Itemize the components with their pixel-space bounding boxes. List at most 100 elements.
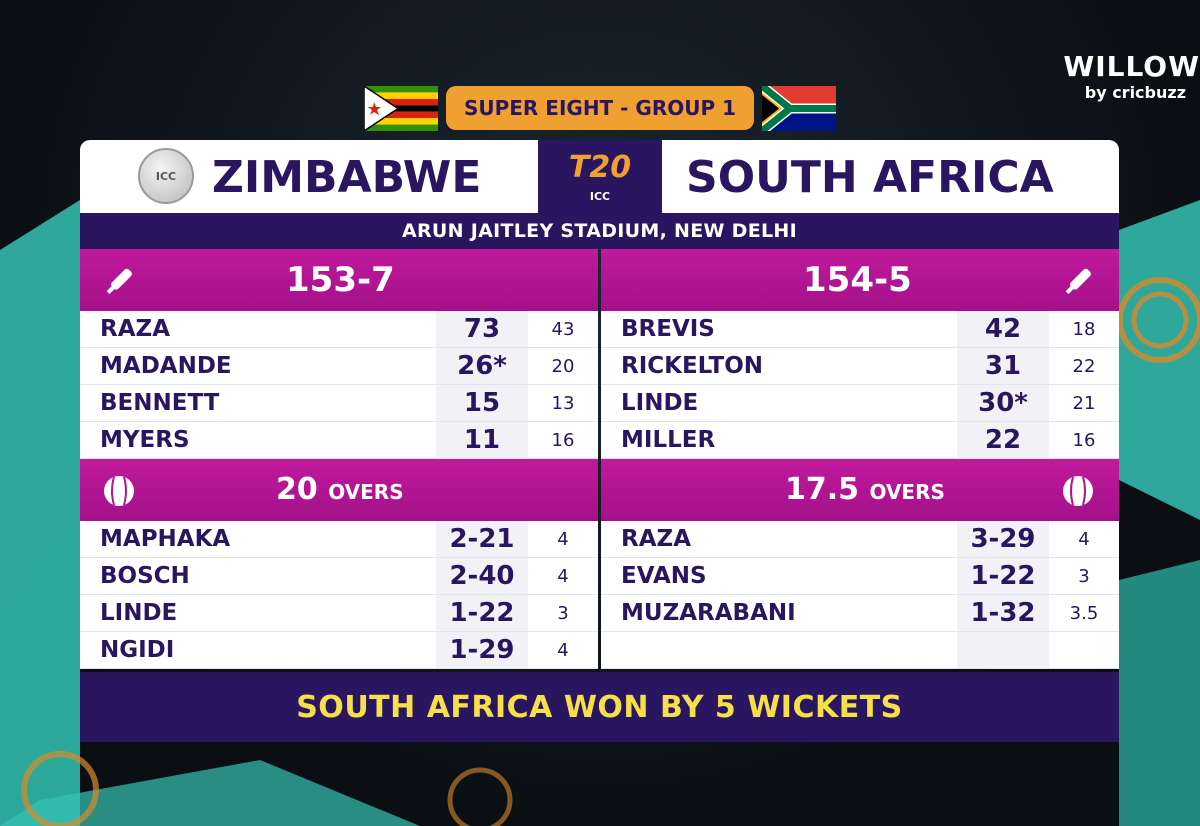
batter-name: MADANDE [80, 348, 436, 384]
batter-name: BENNETT [80, 385, 436, 421]
batter-runs: 15 [436, 385, 528, 421]
batter-runs: 73 [436, 311, 528, 347]
batter-name: MILLER [601, 422, 957, 458]
innings1-overs: 20 OVERS [276, 459, 404, 523]
table-row: MUZARABANI 1-32 3.5 [601, 595, 1119, 632]
bowler-overs: 3.5 [1049, 595, 1119, 631]
batter-runs: 42 [957, 311, 1049, 347]
bowler-name: LINDE [80, 595, 436, 631]
table-row: NGIDI 1-29 4 [80, 632, 598, 669]
batter-balls: 16 [528, 422, 598, 458]
table-row: LINDE 30* 21 [601, 385, 1119, 422]
batter-runs: 22 [957, 422, 1049, 458]
innings2-score-bar: 154-5 [601, 249, 1119, 311]
broadcaster-logo: WILLOW by cricbuzz [1060, 52, 1200, 112]
broadcaster-name: WILLOW [1063, 50, 1200, 83]
table-row: MILLER 22 16 [601, 422, 1119, 459]
bowler-overs: 4 [528, 521, 598, 557]
table-row: MAPHAKA 2-21 4 [80, 521, 598, 558]
table-row: RAZA 3-29 4 [601, 521, 1119, 558]
table-row: RAZA 73 43 [80, 311, 598, 348]
batter-balls: 13 [528, 385, 598, 421]
south-africa-flag-icon [762, 86, 836, 131]
table-row: RICKELTON 31 22 [601, 348, 1119, 385]
innings2-overs-label: OVERS [869, 480, 945, 504]
t20-logo-mark: T20 [568, 150, 632, 185]
bowler-name: MAPHAKA [80, 521, 436, 557]
table-row: BENNETT 15 13 [80, 385, 598, 422]
bowler-name: MUZARABANI [601, 595, 957, 631]
table-row [601, 632, 1119, 669]
innings1-overs-bar: 20 OVERS [80, 459, 598, 521]
broadcaster-tagline: by cricbuzz [1084, 83, 1186, 102]
team1-name: ZIMBABWE [212, 152, 482, 203]
batter-name: BREVIS [601, 311, 957, 347]
bowler-name: EVANS [601, 558, 957, 594]
venue: ARUN JAITLEY STADIUM, NEW DELHI [80, 213, 1119, 249]
batter-runs: 30* [957, 385, 1049, 421]
innings2-overs: 17.5 OVERS [785, 459, 945, 523]
innings1-score: 153-7 [286, 260, 395, 300]
innings2-bowlers: RAZA 3-29 4 EVANS 1-22 3 MUZARABANI 1-32 3.5 [601, 521, 1119, 669]
bowler-figures: 1-22 [957, 558, 1049, 594]
table-row: EVANS 1-22 3 [601, 558, 1119, 595]
cricket-ball-icon [1063, 476, 1093, 506]
table-row: BREVIS 42 18 [601, 311, 1119, 348]
batter-runs: 31 [957, 348, 1049, 384]
bowler-overs: 3 [528, 595, 598, 631]
match-result: SOUTH AFRICA WON BY 5 WICKETS [80, 672, 1119, 742]
bowler-figures [957, 632, 1049, 668]
innings2-overs-value: 17.5 [785, 472, 860, 507]
bowler-figures: 1-22 [436, 595, 528, 631]
innings2-overs-bar: 17.5 OVERS [601, 459, 1119, 521]
innings1-bowlers: MAPHAKA 2-21 4 BOSCH 2-40 4 LINDE 1-22 3 NGIDI… [80, 521, 598, 669]
batter-runs: 11 [436, 422, 528, 458]
bowler-name [601, 632, 957, 668]
batter-balls: 22 [1049, 348, 1119, 384]
bowler-figures: 1-29 [436, 632, 528, 668]
bowler-figures: 2-40 [436, 558, 528, 594]
batter-balls: 43 [528, 311, 598, 347]
bowler-name: BOSCH [80, 558, 436, 594]
batter-balls: 21 [1049, 385, 1119, 421]
scoreboard: ICC ZIMBABWE T20 ICC SOUTH AFRICA ARUN J… [80, 140, 1119, 742]
cricket-bat-icon [1065, 268, 1091, 295]
bowler-name: RAZA [601, 521, 957, 557]
icc-logo-text: ICC [589, 190, 611, 203]
table-row: BOSCH 2-40 4 [80, 558, 598, 595]
batter-balls: 18 [1049, 311, 1119, 347]
zimbabwe-flag-icon [364, 86, 438, 131]
cricket-bat-icon [106, 268, 132, 295]
bowler-overs: 4 [528, 632, 598, 668]
batter-runs: 26* [436, 348, 528, 384]
bowler-figures: 3-29 [957, 521, 1049, 557]
batter-name: LINDE [601, 385, 957, 421]
table-row: LINDE 1-22 3 [80, 595, 598, 632]
stage-badge: SUPER EIGHT - GROUP 1 [446, 86, 754, 130]
innings2-score: 154-5 [803, 260, 912, 300]
bowler-overs: 3 [1049, 558, 1119, 594]
bowler-name: NGIDI [80, 632, 436, 668]
bowler-figures: 1-32 [957, 595, 1049, 631]
innings2-panel: 154-5 BREVIS 42 18 RICKELTON 31 22 LINDE 30* 2… [601, 249, 1119, 669]
bowler-figures: 2-21 [436, 521, 528, 557]
innings1-overs-label: OVERS [328, 480, 404, 504]
team2-name: SOUTH AFRICA [686, 152, 1054, 203]
bowler-overs [1049, 632, 1119, 668]
teams-header: ICC ZIMBABWE T20 ICC SOUTH AFRICA [80, 140, 1119, 213]
innings1-batters: RAZA 73 43 MADANDE 26* 20 BENNETT 15 13 MYERS 1… [80, 311, 598, 459]
bowler-overs: 4 [528, 558, 598, 594]
batter-name: RICKELTON [601, 348, 957, 384]
innings1-overs-value: 20 [276, 472, 318, 507]
icc-trophy-coin-icon: ICC [138, 148, 194, 204]
innings1-score-bar: 153-7 [80, 249, 598, 311]
bowler-overs: 4 [1049, 521, 1119, 557]
table-row: MYERS 11 16 [80, 422, 598, 459]
t20-world-cup-logo: T20 ICC [538, 140, 662, 213]
table-row: MADANDE 26* 20 [80, 348, 598, 385]
batter-balls: 16 [1049, 422, 1119, 458]
innings2-batters: BREVIS 42 18 RICKELTON 31 22 LINDE 30* 21 MILL… [601, 311, 1119, 459]
batter-balls: 20 [528, 348, 598, 384]
batter-name: MYERS [80, 422, 436, 458]
